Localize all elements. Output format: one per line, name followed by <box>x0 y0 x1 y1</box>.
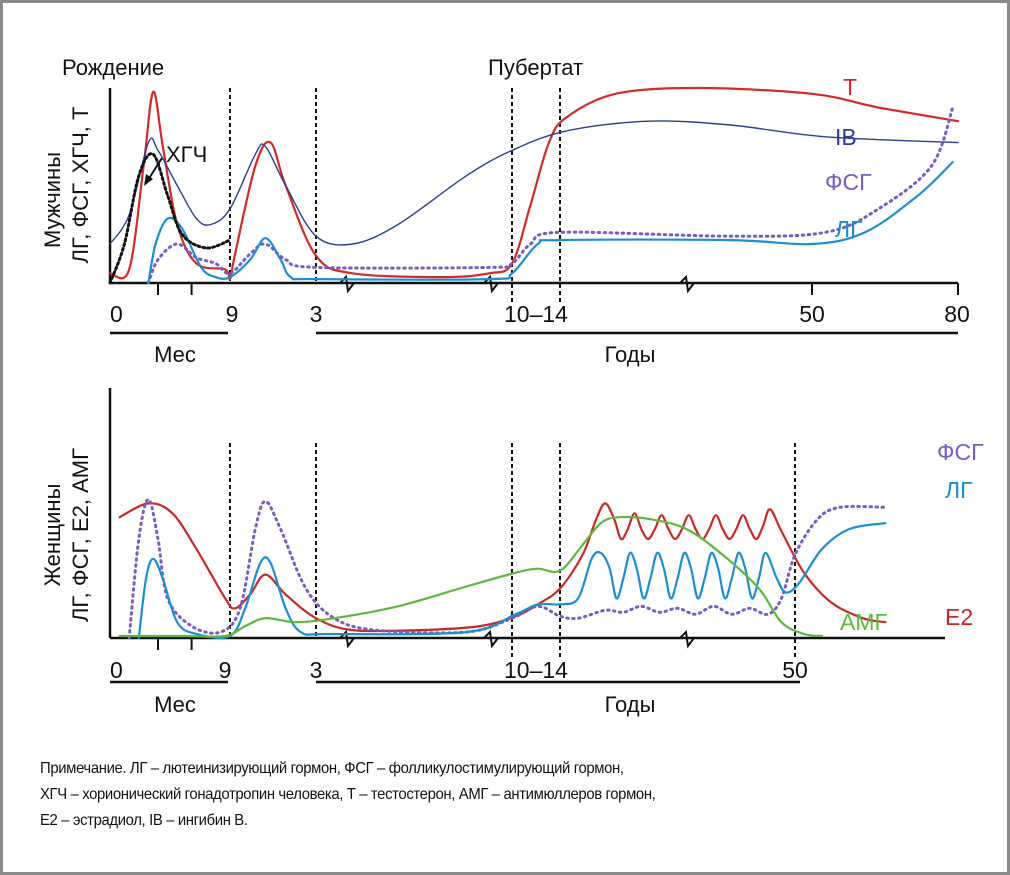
years-label: Годы <box>605 692 656 717</box>
male-axes: 0 9 3 10–14 50 80 Мес Годы <box>108 88 970 367</box>
note-line-3: Е2 – эстрадиол, IB – ингибин В. <box>40 812 248 829</box>
series-label-t: Т <box>843 74 857 100</box>
years-label: Годы <box>605 342 656 367</box>
male-series: Т IB ФСГ ЛГ <box>108 74 960 285</box>
hcg-arrow <box>147 157 163 181</box>
axis-break-mark <box>679 629 695 649</box>
x-tick-label: 3 <box>310 301 323 327</box>
series-label-fsh: ФСГ <box>825 169 872 195</box>
x-tick-label: 0 <box>110 301 123 327</box>
hcg-arrowhead <box>144 174 153 186</box>
x-tick-label: 50 <box>799 301 825 327</box>
x-tick-label: 9 <box>219 657 232 683</box>
series-line-amh <box>118 515 824 638</box>
series-label-amh: АМГ <box>840 609 888 635</box>
birth-label: Рождение <box>62 55 164 80</box>
series-line-ib <box>109 120 959 246</box>
series-line-t <box>108 86 960 281</box>
note-line-1: Примечание. ЛГ – лютеинизирующий гормон,… <box>40 760 624 777</box>
puberty-label: Пубертат <box>488 55 583 80</box>
figure-note: Примечание. ЛГ – лютеинизирующий гормон,… <box>40 756 877 834</box>
series-label-fsh: ФСГ <box>937 439 984 465</box>
months-label: Мес <box>154 692 196 717</box>
axis-break-mark <box>483 629 499 649</box>
x-tick-label: 0 <box>110 657 123 683</box>
x-tick-label: 9 <box>226 301 239 327</box>
female-ylabel-2: ЛГ, ФСГ, Е2, АМГ <box>68 448 93 622</box>
series-line-lh <box>137 522 887 640</box>
series-label-ib: IB <box>835 124 857 150</box>
series-line-lh <box>147 161 954 285</box>
x-tick-label: 80 <box>944 301 970 327</box>
series-label-lh: ЛГ <box>835 216 863 242</box>
series-line-e2 <box>118 502 887 633</box>
series-line-hcg <box>108 152 232 285</box>
female-series: Е2 ФСГ ЛГ АМГ <box>118 439 984 640</box>
x-tick-label: 50 <box>782 657 808 683</box>
x-tick-label: 10–14 <box>504 657 568 683</box>
series-line-fsh <box>127 497 887 640</box>
male-ylabel-1: Мужчины <box>40 152 65 248</box>
series-label-e2: Е2 <box>945 604 973 630</box>
series-line-fsh <box>146 106 955 285</box>
series-label-lh: ЛГ <box>945 477 973 503</box>
axis-break-mark <box>679 274 695 294</box>
hcg-annotation: ХГЧ <box>166 142 207 167</box>
x-tick-label: 3 <box>310 657 323 683</box>
months-label: Мес <box>154 342 196 367</box>
note-line-2: ХГЧ – хорионический гонадотропин человек… <box>40 786 656 803</box>
male-ylabel-2: ЛГ, ФСГ, ХГЧ, Т <box>68 107 93 264</box>
x-tick-label: 10–14 <box>504 301 568 327</box>
female-ylabel-1: Женщины <box>40 484 65 587</box>
